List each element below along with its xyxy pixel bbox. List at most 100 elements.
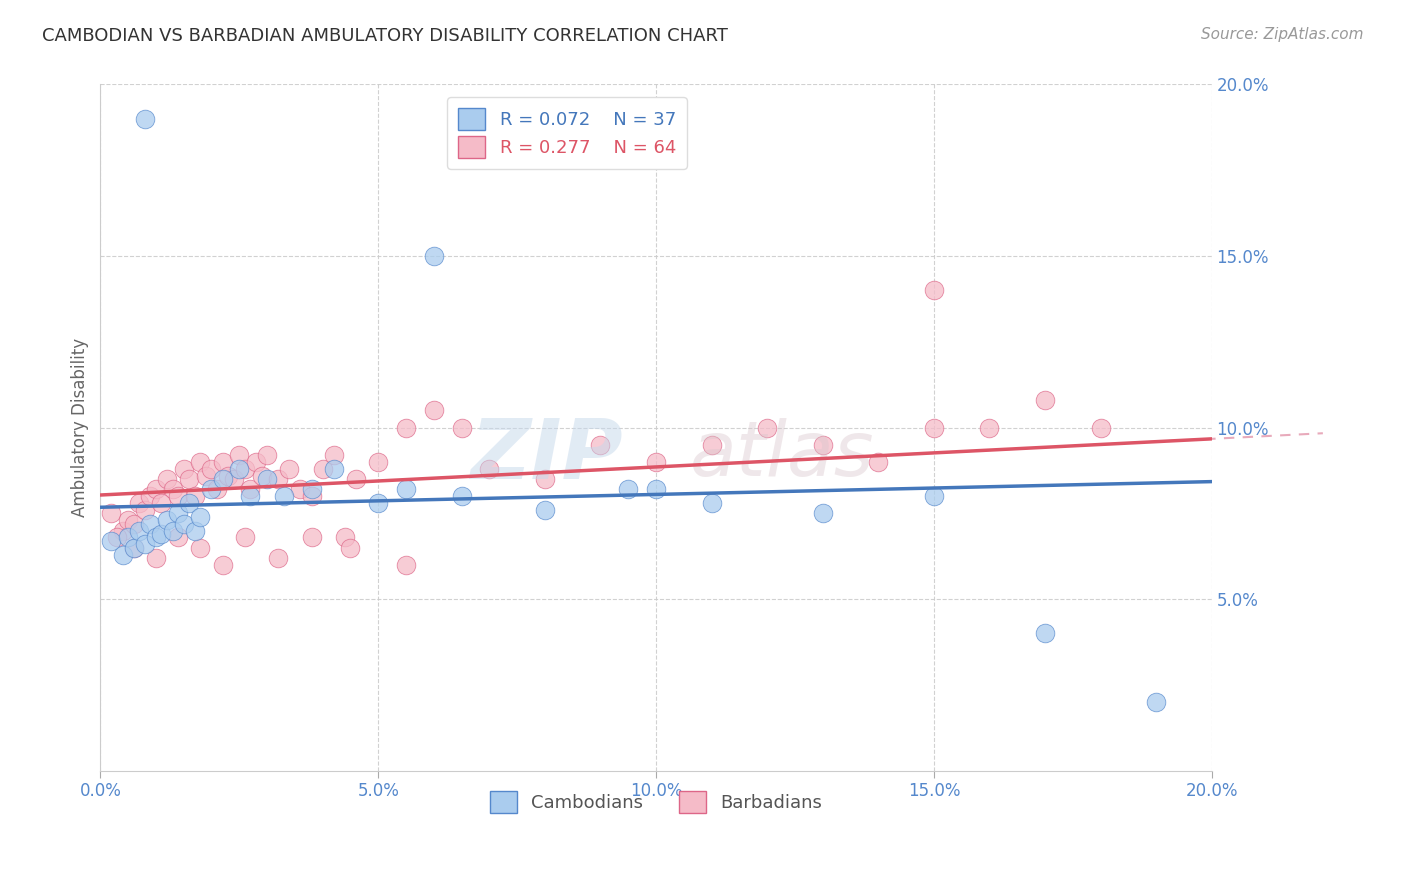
Point [162, 524, 184, 538]
Point [200, 461, 222, 475]
Point [811, 438, 834, 452]
Point [100, 533, 122, 548]
Point [301, 530, 323, 544]
Point [339, 541, 361, 555]
Point [267, 551, 290, 566]
Point [256, 472, 278, 486]
Point [700, 496, 723, 510]
Point [645, 455, 668, 469]
Point [267, 472, 290, 486]
Point [222, 472, 245, 486]
Point [239, 489, 262, 503]
Point [239, 483, 262, 497]
Point [139, 489, 162, 503]
Point [117, 513, 139, 527]
Point [811, 507, 834, 521]
Point [233, 530, 256, 544]
Point [162, 483, 184, 497]
Legend: Cambodians, Barbadians: Cambodians, Barbadians [478, 780, 834, 823]
Point [173, 516, 195, 531]
Point [190, 541, 212, 555]
Point [395, 558, 418, 572]
Point [167, 489, 190, 503]
Point [211, 455, 233, 469]
Point [756, 420, 779, 434]
Point [194, 468, 217, 483]
Point [367, 455, 389, 469]
Point [1090, 420, 1112, 434]
Text: ZIP: ZIP [470, 415, 623, 496]
Point [450, 420, 472, 434]
Point [111, 548, 134, 562]
Point [395, 483, 418, 497]
Point [200, 483, 222, 497]
Point [139, 516, 162, 531]
Point [190, 509, 212, 524]
Point [122, 516, 145, 531]
Point [395, 420, 418, 434]
Point [301, 489, 323, 503]
Point [534, 503, 557, 517]
Point [184, 524, 207, 538]
Point [868, 455, 890, 469]
Text: Source: ZipAtlas.com: Source: ZipAtlas.com [1201, 27, 1364, 42]
Point [344, 472, 367, 486]
Point [122, 541, 145, 555]
Point [1033, 626, 1056, 640]
Point [100, 507, 122, 521]
Point [228, 448, 250, 462]
Point [922, 420, 945, 434]
Point [128, 496, 150, 510]
Point [134, 112, 156, 126]
Point [111, 524, 134, 538]
Point [145, 551, 167, 566]
Point [134, 537, 156, 551]
Point [979, 420, 1001, 434]
Point [117, 530, 139, 544]
Point [450, 489, 472, 503]
Point [534, 472, 557, 486]
Y-axis label: Ambulatory Disability: Ambulatory Disability [72, 338, 89, 517]
Point [256, 448, 278, 462]
Point [167, 507, 190, 521]
Point [301, 483, 323, 497]
Point [105, 530, 128, 544]
Point [423, 403, 446, 417]
Point [217, 468, 239, 483]
Point [922, 283, 945, 297]
Point [205, 483, 228, 497]
Point [150, 496, 173, 510]
Point [423, 249, 446, 263]
Point [167, 530, 190, 544]
Point [211, 558, 233, 572]
Point [322, 448, 344, 462]
Point [700, 438, 723, 452]
Point [145, 530, 167, 544]
Point [156, 472, 179, 486]
Text: CAMBODIAN VS BARBADIAN AMBULATORY DISABILITY CORRELATION CHART: CAMBODIAN VS BARBADIAN AMBULATORY DISABI… [42, 27, 728, 45]
Point [173, 461, 195, 475]
Point [250, 468, 273, 483]
Point [156, 513, 179, 527]
Text: atlas: atlas [689, 418, 875, 492]
Point [128, 524, 150, 538]
Point [134, 503, 156, 517]
Point [311, 461, 333, 475]
Point [617, 483, 640, 497]
Point [233, 461, 256, 475]
Point [228, 461, 250, 475]
Point [1033, 393, 1056, 408]
Point [645, 483, 668, 497]
Point [145, 483, 167, 497]
Point [290, 483, 312, 497]
Point [322, 461, 344, 475]
Point [273, 489, 295, 503]
Point [211, 472, 233, 486]
Point [179, 496, 201, 510]
Point [150, 527, 173, 541]
Point [184, 489, 207, 503]
Point [922, 489, 945, 503]
Point [1144, 695, 1167, 709]
Point [333, 530, 356, 544]
Point [278, 461, 301, 475]
